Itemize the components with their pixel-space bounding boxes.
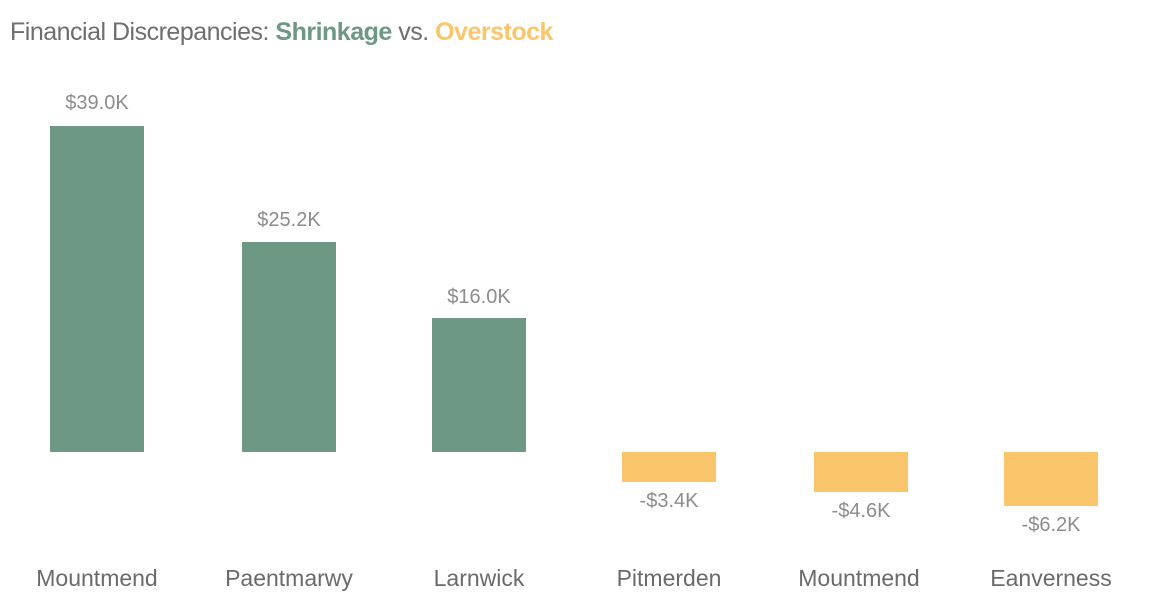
data-label: -$3.4K <box>639 490 699 512</box>
bar-shrinkage[interactable] <box>50 126 144 452</box>
chart-title: Financial Discrepancies: Shrinkage vs. O… <box>10 18 553 47</box>
bar-overstock[interactable] <box>622 452 716 482</box>
bar-overstock[interactable] <box>1004 452 1098 506</box>
bar-shrinkage[interactable] <box>242 242 336 452</box>
data-label: -$4.6K <box>831 500 891 522</box>
data-label: $39.0K <box>65 92 129 114</box>
category-label: Larnwick <box>433 565 525 591</box>
data-label: -$6.2K <box>1021 514 1081 536</box>
category-label: Pitmerden <box>616 565 722 591</box>
category-label: Mountmend <box>798 565 920 591</box>
category-label: Mountmend <box>36 565 158 591</box>
bar-shrinkage[interactable] <box>432 318 526 452</box>
title-overstock-legend: Overstock <box>435 18 553 46</box>
category-label: Paentmarwy <box>225 565 353 591</box>
bar-overstock[interactable] <box>814 452 908 492</box>
data-label: $16.0K <box>447 286 511 308</box>
title-shrinkage-legend: Shrinkage <box>275 18 392 46</box>
data-label: $25.2K <box>257 209 321 231</box>
title-prefix: Financial Discrepancies: <box>10 18 276 46</box>
title-middle: vs. <box>391 18 436 46</box>
category-label: Eanverness <box>990 565 1112 591</box>
